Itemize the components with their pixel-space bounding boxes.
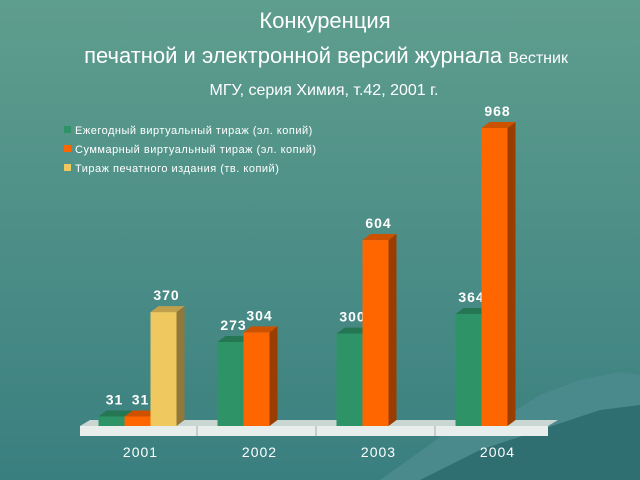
bar: [150, 306, 185, 426]
bar-face: [150, 306, 185, 313]
title-line-2: печатной и электронной версий журнала Ве…: [84, 43, 569, 68]
bar-face: [455, 313, 482, 426]
legend-swatch: [64, 145, 71, 152]
bar-face: [507, 122, 516, 426]
bar-face: [336, 333, 363, 426]
data-label: 604: [365, 215, 391, 231]
bar: [243, 326, 278, 426]
bar-face: [98, 410, 133, 417]
data-label: 273: [220, 317, 246, 333]
title-line-2-main: печатной и электронной версий журнала: [84, 43, 503, 68]
title-line-3: МГУ, серия Химия, т.42, 2001 г.: [210, 82, 439, 99]
mountains-front: [420, 405, 640, 480]
data-label: 370: [153, 287, 179, 303]
bar-face: [217, 341, 244, 426]
legend-swatch: [64, 126, 71, 133]
bar-face: [455, 307, 490, 314]
floor-top: [80, 420, 558, 426]
data-label: 31: [106, 391, 124, 407]
bar: [481, 122, 516, 426]
legend-swatch: [64, 164, 71, 171]
title-line-1: Конкуренция: [259, 8, 390, 33]
data-label: 968: [484, 103, 510, 119]
data-label: 31: [132, 391, 150, 407]
data-label: 364: [458, 289, 484, 305]
x-tick-label: 2001: [123, 444, 158, 460]
bar-face: [362, 240, 389, 426]
bar-face: [336, 327, 371, 334]
data-label: 304: [246, 307, 272, 323]
title-line-2-small: Вестник: [508, 50, 569, 67]
floor-front: [80, 426, 548, 436]
data-label: 300: [339, 309, 365, 325]
bar-face: [362, 234, 397, 241]
bar-face: [150, 312, 177, 426]
x-tick-label: 2004: [480, 444, 515, 460]
bar-face: [269, 326, 278, 426]
bar-face: [124, 416, 151, 426]
bar-face: [388, 234, 397, 426]
bar-face: [124, 410, 159, 417]
bar-face: [481, 128, 508, 426]
x-tick-label: 2002: [242, 444, 277, 460]
legend-label: Ежегодный виртуальный тираж (эл. копий): [75, 125, 313, 137]
bar-face: [217, 335, 252, 342]
bar-face: [98, 416, 125, 426]
bar-face: [481, 122, 516, 128]
bar-face: [176, 306, 185, 426]
x-tick-label: 2003: [361, 444, 396, 460]
legend-label: Тираж печатного издания (тв. копий): [75, 163, 279, 175]
bar-face: [243, 332, 270, 426]
bar-face: [243, 326, 278, 333]
legend-label: Суммарный виртуальный тираж (эл. копий): [75, 144, 317, 156]
bar: [362, 234, 397, 426]
